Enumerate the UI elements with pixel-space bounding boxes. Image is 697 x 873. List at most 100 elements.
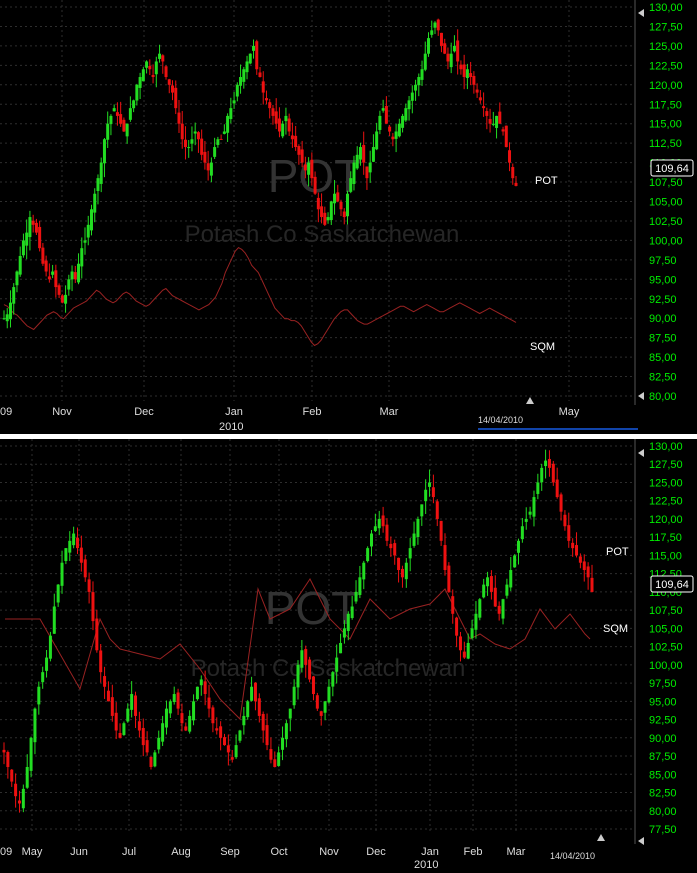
top-arrow-icon[interactable] bbox=[638, 449, 644, 457]
candle-body bbox=[319, 711, 323, 716]
bottom-arrow-icon[interactable] bbox=[638, 837, 644, 845]
candle-body bbox=[288, 708, 292, 719]
candle-body bbox=[362, 562, 366, 580]
grid-bottom bbox=[0, 439, 635, 834]
candle-body bbox=[308, 659, 312, 680]
candle-body bbox=[29, 737, 33, 771]
x-tick-label: Jan bbox=[421, 846, 439, 858]
candle-body bbox=[501, 599, 505, 619]
candle-body bbox=[551, 463, 555, 483]
candle-body bbox=[203, 681, 207, 695]
date-marker-underline bbox=[478, 428, 638, 430]
candle-body bbox=[145, 61, 149, 68]
scroll-arrow-icon[interactable] bbox=[526, 397, 534, 404]
candle-body bbox=[586, 566, 590, 578]
candle-body bbox=[199, 679, 203, 686]
y-tick-label: 95,00 bbox=[649, 696, 677, 708]
candle-body bbox=[12, 287, 16, 304]
candle-body bbox=[99, 162, 103, 184]
sqm-line bbox=[3, 246, 517, 347]
candle-body bbox=[420, 504, 424, 517]
y-tick-label: 92,50 bbox=[649, 715, 677, 727]
candle-body bbox=[158, 53, 162, 59]
candle-body bbox=[559, 494, 563, 512]
candle-body bbox=[513, 555, 517, 568]
x-tick-label: 09 bbox=[0, 406, 12, 418]
candle-body bbox=[161, 55, 165, 62]
candle-body bbox=[470, 628, 474, 639]
candle-body bbox=[17, 800, 21, 804]
candle-body bbox=[255, 41, 259, 70]
candle-body bbox=[167, 79, 171, 85]
candle-body bbox=[350, 606, 354, 619]
candle-body bbox=[410, 92, 414, 101]
y-tick-label: 120,00 bbox=[649, 514, 683, 526]
candle-body bbox=[171, 85, 175, 93]
candles-layer bbox=[2, 449, 594, 813]
candle-body bbox=[339, 642, 343, 654]
candle-body bbox=[478, 97, 482, 101]
candle-body bbox=[184, 726, 188, 731]
candle-body bbox=[137, 721, 141, 731]
candle-body bbox=[358, 577, 362, 595]
candle-body bbox=[188, 715, 192, 732]
candle-body bbox=[536, 482, 540, 494]
candle-body bbox=[219, 726, 223, 738]
candle-body bbox=[287, 118, 291, 132]
candle-body bbox=[310, 159, 314, 179]
candle-body bbox=[190, 139, 194, 144]
candle-body bbox=[192, 701, 196, 721]
candle-body bbox=[34, 222, 38, 233]
candle-body bbox=[354, 591, 358, 602]
y-tick-label: 90,00 bbox=[649, 733, 677, 745]
candle-body bbox=[281, 737, 285, 750]
candle-body bbox=[86, 224, 90, 238]
y-tick-label: 127,50 bbox=[649, 21, 683, 33]
y-tick-label: 112,50 bbox=[649, 138, 682, 150]
candle-body bbox=[79, 547, 83, 563]
watermark-symbol: POT bbox=[265, 582, 360, 634]
candle-body bbox=[180, 123, 184, 140]
candle-body bbox=[393, 543, 397, 556]
y-tick-label: 87,50 bbox=[649, 751, 677, 763]
candle-body bbox=[342, 211, 346, 218]
top-arrow-icon[interactable] bbox=[638, 9, 644, 17]
candle-body bbox=[257, 698, 261, 716]
candle-body bbox=[532, 497, 536, 517]
candle-body bbox=[70, 271, 74, 280]
candle-body bbox=[378, 115, 382, 130]
candle-body bbox=[491, 123, 495, 125]
candle-body bbox=[200, 138, 204, 155]
candle-body bbox=[456, 40, 460, 62]
candle-body bbox=[511, 167, 515, 179]
y-tick-label: 100,00 bbox=[649, 235, 683, 247]
candle-body bbox=[381, 108, 385, 111]
bottom-arrow-icon[interactable] bbox=[638, 392, 644, 400]
candle-body bbox=[455, 617, 459, 636]
candle-body bbox=[400, 568, 404, 578]
candle-body bbox=[458, 636, 462, 651]
candle-body bbox=[414, 84, 418, 91]
candle-body bbox=[87, 579, 91, 592]
candle-body bbox=[25, 766, 29, 788]
series-label-sqm: SQM bbox=[603, 623, 628, 635]
x-tick-label: Nov bbox=[319, 846, 339, 858]
candle-body bbox=[60, 562, 64, 586]
candle-body bbox=[300, 149, 304, 163]
candle-body bbox=[164, 66, 168, 78]
last-price-box bbox=[650, 575, 694, 593]
date-marker: 14/04/2010 bbox=[550, 851, 595, 861]
candle-body bbox=[311, 676, 315, 695]
candle-body bbox=[226, 745, 230, 753]
candle-body bbox=[5, 314, 9, 322]
candle-body bbox=[571, 542, 575, 549]
candle-body bbox=[435, 501, 439, 519]
x-tick-label: Dec bbox=[366, 846, 386, 858]
y-tick-label: 107,50 bbox=[649, 177, 683, 189]
candle-body bbox=[149, 756, 153, 767]
watermark-name: Potash Co Saskatchewan bbox=[185, 221, 460, 248]
candle-body bbox=[547, 458, 551, 468]
candle-body bbox=[555, 479, 559, 498]
sqm-line-layer bbox=[5, 578, 591, 721]
scroll-arrow-icon[interactable] bbox=[597, 834, 605, 841]
